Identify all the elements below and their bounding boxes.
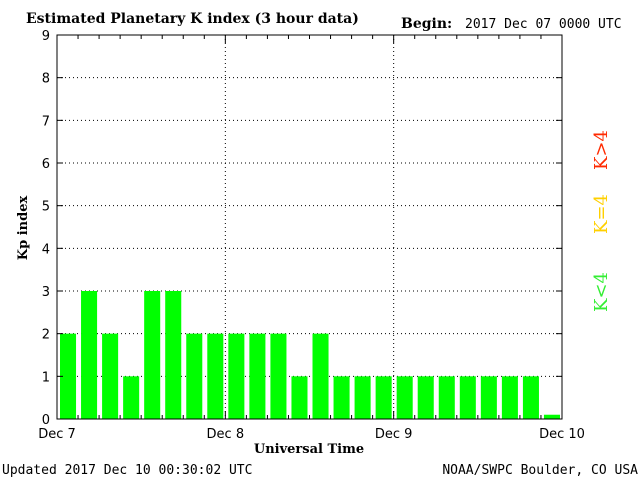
y-tick-label: 2 (42, 328, 50, 343)
x-tick-label: Dec 9 (375, 427, 413, 442)
axis-ticks: 0 1 2 3 4 5 6 7 8 9 Dec 7 Dec 8 Dec 9 Dec 10 (38, 29, 585, 442)
kp-bar (480, 376, 497, 419)
y-tick-label: 1 (42, 370, 50, 385)
y-tick-label: 3 (42, 285, 50, 300)
y-tick-label: 7 (42, 114, 50, 129)
legend-k-greater-4: K>4 (591, 130, 612, 170)
kp-bar (522, 376, 539, 419)
kp-bar (60, 333, 77, 419)
x-tick-label: Dec 7 (38, 427, 76, 442)
y-tick-label: 5 (42, 200, 50, 215)
kp-bar (81, 291, 98, 419)
kp-bar (186, 333, 203, 419)
x-tick-label: Dec 10 (539, 427, 585, 442)
source-credit: NOAA/SWPC Boulder, CO USA (442, 463, 638, 478)
kp-bar (207, 333, 224, 419)
y-axis-label: Kp index (16, 196, 31, 261)
begin-label: Begin: (401, 16, 452, 32)
updated-timestamp: Updated 2017 Dec 10 00:30:02 UTC (2, 463, 252, 478)
kp-bar (354, 376, 371, 419)
kp-bar (417, 376, 434, 419)
kp-bar (459, 376, 476, 419)
y-tick-label: 8 (42, 72, 50, 87)
kp-bar (228, 333, 245, 419)
kp-bar (123, 376, 140, 419)
y-tick-label: 0 (42, 413, 50, 428)
y-tick-label: 6 (42, 157, 50, 172)
grid-lines (57, 35, 562, 419)
kp-bar (144, 291, 161, 419)
kp-bar (543, 414, 560, 419)
bars (60, 291, 560, 419)
legend-k-equal-4: K=4 (591, 194, 612, 234)
kp-bar (438, 376, 455, 419)
kp-bar (375, 376, 392, 419)
kp-bar (333, 376, 350, 419)
kp-bar (249, 333, 266, 419)
kp-bar (396, 376, 413, 419)
y-tick-label: 9 (42, 29, 50, 44)
kp-bar (102, 333, 119, 419)
kp-bar (501, 376, 518, 419)
x-axis-label: Universal Time (254, 442, 364, 457)
y-tick-label: 4 (42, 242, 50, 257)
kp-bar (291, 376, 308, 419)
chart-title: Estimated Planetary K index (3 hour data… (26, 11, 359, 27)
kp-bar (312, 333, 329, 419)
kp-bar (165, 291, 182, 419)
kp-bar (270, 333, 287, 419)
plot-frame (56, 34, 563, 420)
legend-k-less-4: K<4 (591, 272, 612, 312)
begin-value: 2017 Dec 07 0000 UTC (465, 17, 622, 32)
x-tick-label: Dec 8 (207, 427, 245, 442)
